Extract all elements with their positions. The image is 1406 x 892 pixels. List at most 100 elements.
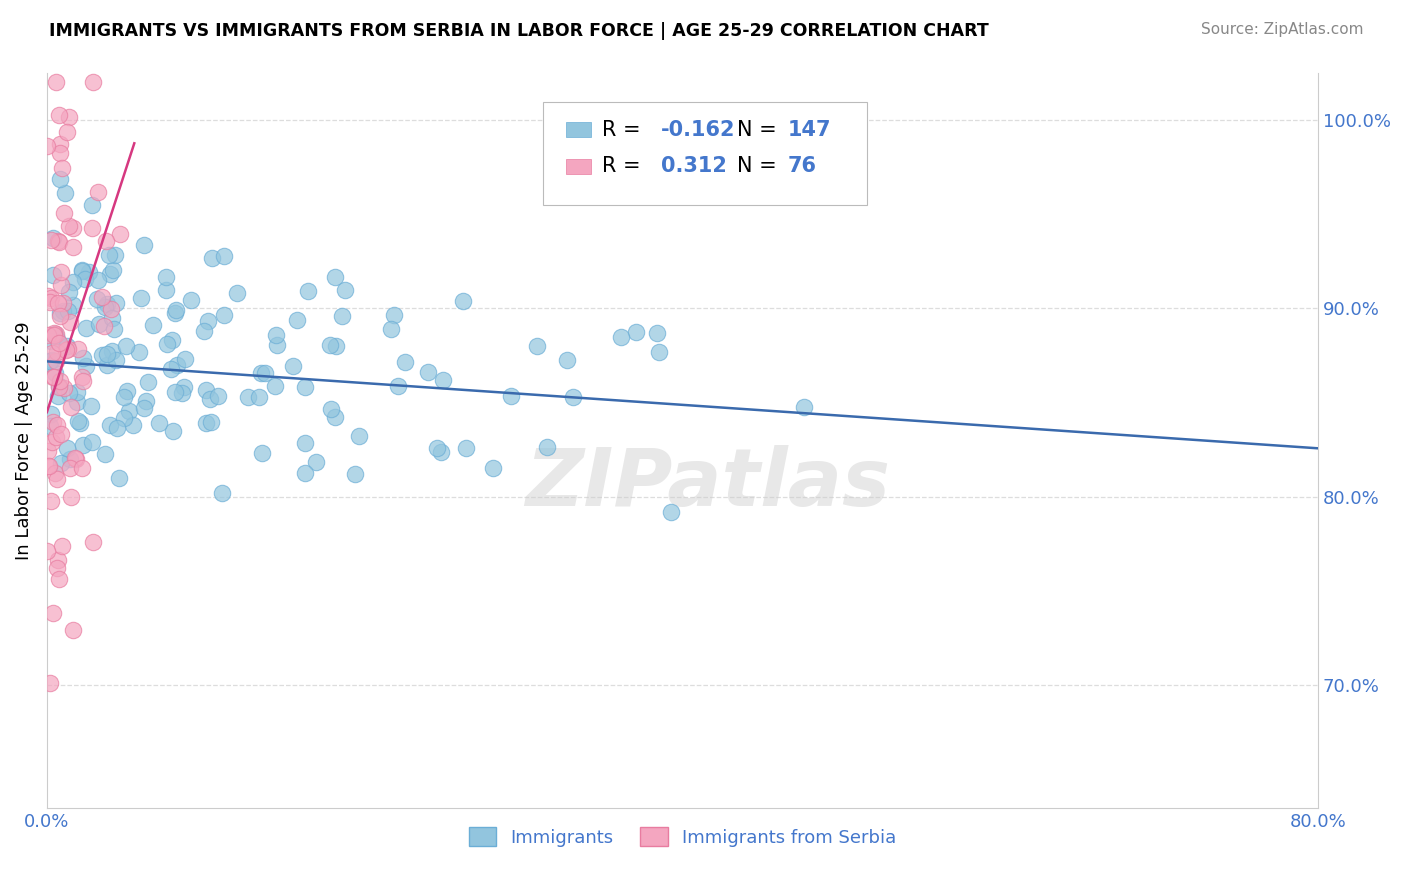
Text: 0.312: 0.312 [661, 156, 727, 177]
Point [254, 366, 277, 380]
Point [62, 275, 84, 289]
Text: N =: N = [737, 156, 783, 177]
Point [44, 467, 66, 481]
Point [93, 319, 115, 334]
Point [160, 334, 183, 348]
Point [281, 359, 304, 374]
Point [44, 366, 66, 380]
Point [41, 353, 63, 368]
Point [37, 289, 59, 303]
Text: -0.162: -0.162 [661, 120, 735, 139]
Point [80, 400, 103, 414]
Point [51, 539, 73, 553]
Point [42, 268, 65, 282]
Point [37, 544, 59, 558]
Point [165, 306, 187, 320]
Y-axis label: In Labor Force | Age 25-29: In Labor Force | Age 25-29 [15, 321, 32, 559]
Point [86, 273, 108, 287]
Point [48, 295, 70, 310]
Point [49, 136, 72, 151]
Point [37, 327, 59, 342]
Point [58, 385, 80, 400]
Point [48, 234, 70, 248]
Point [42, 370, 65, 384]
Point [264, 327, 287, 342]
Point [155, 283, 177, 297]
Point [394, 355, 416, 369]
FancyBboxPatch shape [565, 122, 591, 136]
Point [72, 438, 94, 452]
Point [247, 390, 270, 404]
Point [46, 560, 69, 574]
Point [499, 389, 522, 403]
Point [56, 338, 79, 352]
Point [418, 365, 440, 379]
Point [197, 314, 219, 328]
FancyBboxPatch shape [565, 159, 591, 174]
Point [380, 322, 402, 336]
Point [429, 445, 451, 459]
Point [49, 456, 72, 470]
Point [325, 339, 347, 353]
Point [59, 452, 82, 467]
Point [42, 370, 65, 384]
Point [387, 379, 409, 393]
Point [72, 263, 94, 277]
Point [134, 401, 156, 416]
Point [42, 231, 65, 245]
Point [214, 248, 236, 262]
Point [55, 343, 77, 357]
Point [155, 270, 177, 285]
Point [100, 302, 122, 317]
Point [103, 322, 125, 336]
Point [52, 295, 75, 310]
Point [82, 197, 104, 211]
Point [48, 379, 70, 393]
Point [98, 417, 121, 432]
Point [98, 248, 121, 262]
Point [250, 366, 273, 380]
Point [42, 328, 65, 343]
Point [201, 252, 224, 266]
Point [39, 353, 62, 368]
Point [72, 351, 94, 366]
Point [200, 415, 222, 429]
Point [46, 332, 69, 346]
Point [59, 461, 82, 475]
Point [46, 344, 69, 359]
Point [96, 347, 118, 361]
Point [195, 383, 218, 397]
Point [48, 335, 70, 350]
Point [45, 354, 67, 368]
Point [48, 572, 70, 586]
Point [212, 308, 235, 322]
Point [48, 235, 70, 249]
Point [70, 461, 93, 475]
Point [148, 416, 170, 430]
Point [325, 409, 347, 424]
Point [118, 404, 141, 418]
Point [60, 401, 83, 415]
Point [49, 306, 72, 320]
Point [72, 374, 94, 388]
Point [65, 451, 87, 466]
Point [136, 375, 159, 389]
Point [45, 75, 67, 89]
Point [180, 293, 202, 307]
Point [142, 318, 165, 333]
Point [49, 374, 72, 388]
Point [39, 407, 62, 421]
Point [66, 342, 89, 356]
Point [62, 623, 84, 637]
Point [73, 272, 96, 286]
Point [134, 237, 156, 252]
Point [330, 309, 353, 323]
Point [70, 262, 93, 277]
Legend: Immigrants, Immigrants from Serbia: Immigrants, Immigrants from Serbia [461, 820, 904, 854]
Point [80, 220, 103, 235]
Point [77, 264, 100, 278]
Point [555, 352, 578, 367]
Text: 76: 76 [787, 156, 817, 177]
Point [41, 334, 63, 349]
Point [100, 268, 122, 282]
